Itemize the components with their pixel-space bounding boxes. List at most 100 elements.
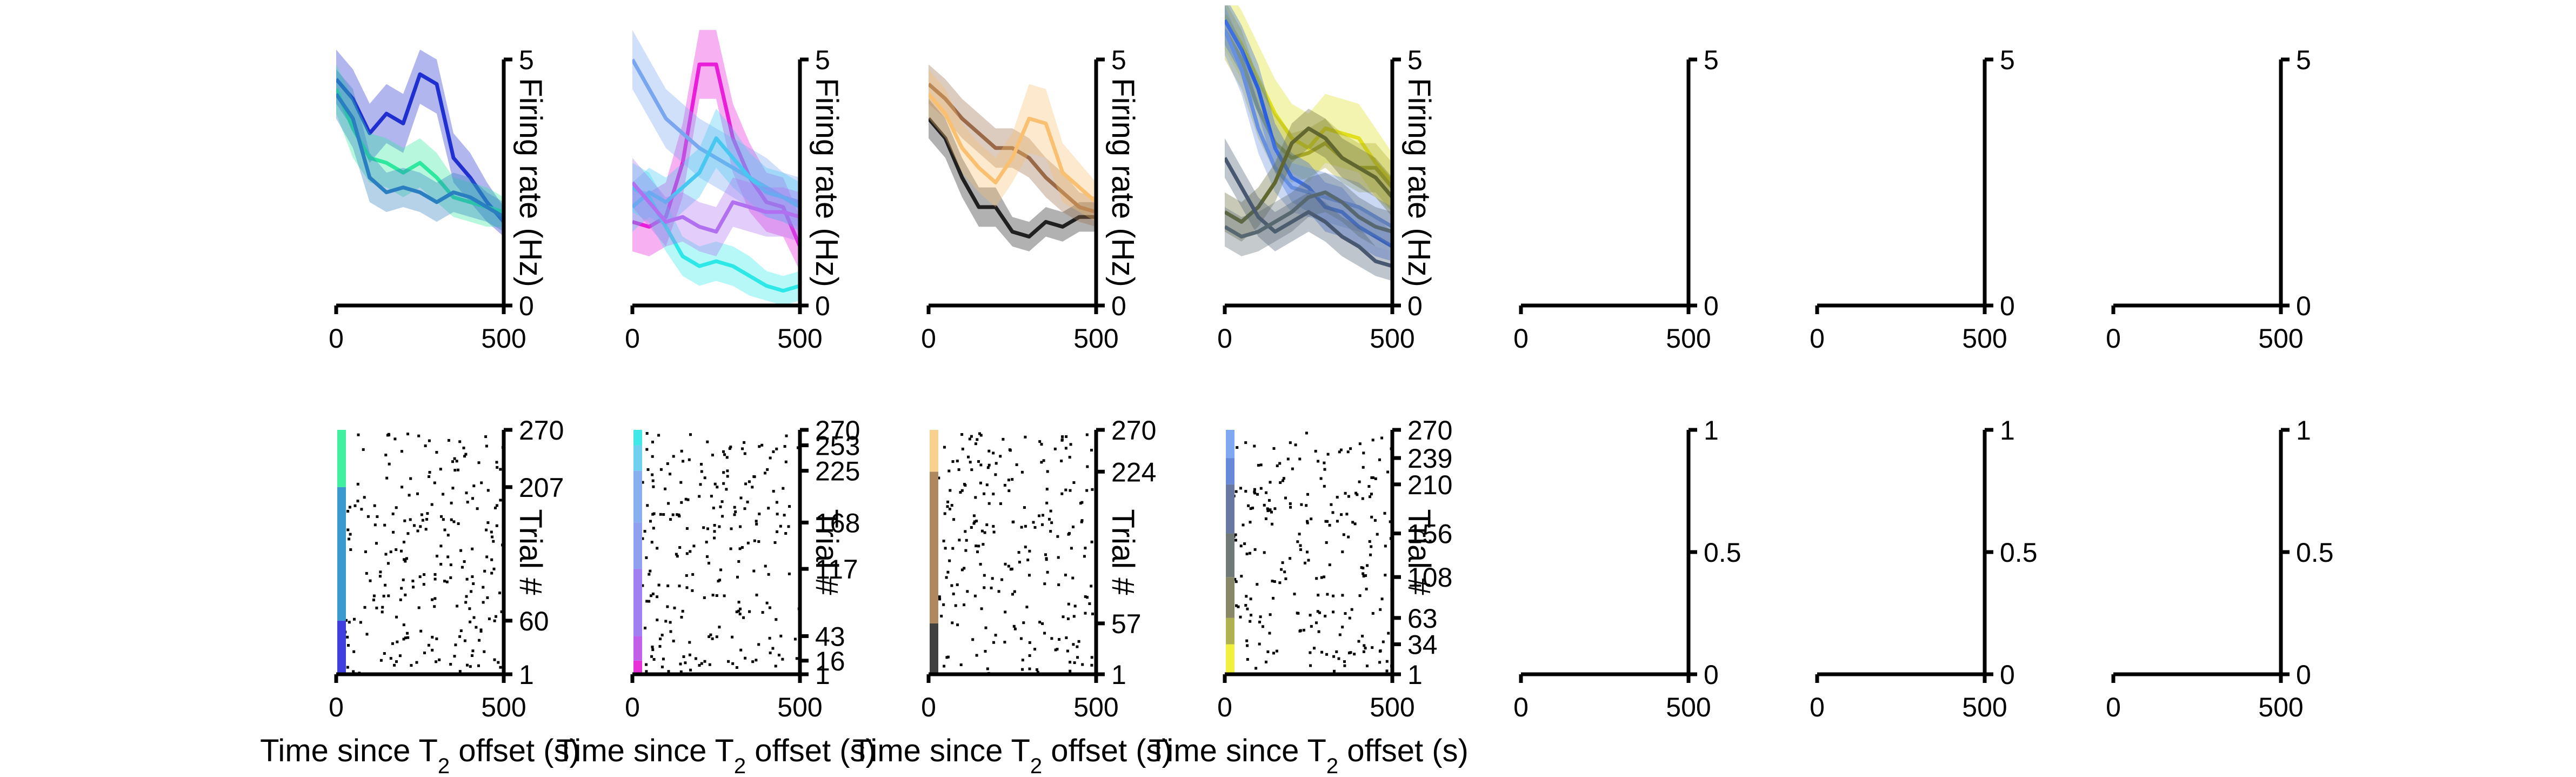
raster-spike bbox=[1362, 650, 1365, 653]
raster-spike bbox=[1280, 568, 1283, 571]
raster-spike bbox=[645, 670, 648, 673]
raster-spike bbox=[1064, 488, 1067, 492]
raster-spike bbox=[1349, 651, 1352, 654]
raster-spike bbox=[713, 482, 717, 486]
x-tick-label: 500 bbox=[1370, 692, 1414, 722]
raster-spike bbox=[378, 575, 382, 578]
raster-spike bbox=[1058, 638, 1061, 641]
raster-spike bbox=[737, 560, 740, 563]
y-tick-label: 1 bbox=[2000, 415, 2015, 446]
raster-spike bbox=[1057, 556, 1060, 559]
raster-spike bbox=[775, 501, 778, 504]
raster-spike bbox=[688, 458, 691, 461]
raster-spike bbox=[1320, 576, 1323, 579]
raster-spike bbox=[713, 536, 716, 540]
raster-spike bbox=[721, 515, 724, 518]
raster-spike bbox=[1300, 503, 1303, 506]
x-tick-label: 500 bbox=[777, 323, 822, 354]
raster-spike bbox=[973, 520, 976, 523]
series-line-2 bbox=[1225, 19, 1392, 248]
series-line-3 bbox=[632, 136, 800, 209]
raster-spike bbox=[984, 650, 987, 653]
raster-spike bbox=[1305, 504, 1308, 507]
raster-spike bbox=[1349, 447, 1352, 450]
raster-spike bbox=[795, 657, 798, 660]
raster-spike bbox=[445, 580, 449, 583]
raster-spike bbox=[1244, 441, 1247, 444]
raster-spike bbox=[757, 643, 760, 646]
raster-spike bbox=[346, 528, 350, 532]
raster-spike bbox=[730, 527, 733, 530]
raster-spike bbox=[1378, 650, 1382, 653]
x-tick-label: 500 bbox=[1962, 692, 2007, 722]
raster-spike bbox=[1331, 511, 1334, 514]
raster-spike bbox=[1325, 653, 1329, 656]
raster-spike bbox=[1258, 620, 1261, 623]
x-axis-label: Time since T2 offset (s) bbox=[1149, 733, 1469, 777]
raster-spike bbox=[945, 576, 948, 579]
raster-spike bbox=[788, 572, 791, 575]
raster-spike bbox=[975, 520, 978, 523]
raster-spike bbox=[1278, 581, 1282, 585]
raster-spike bbox=[1332, 655, 1336, 658]
raster-spike bbox=[958, 539, 961, 542]
raster-spike bbox=[959, 491, 962, 494]
series-band-1 bbox=[632, 163, 800, 306]
raster-spike bbox=[1336, 496, 1339, 499]
raster-spike bbox=[1268, 499, 1271, 502]
raster-spike bbox=[708, 663, 711, 666]
raster-spike bbox=[731, 662, 735, 665]
raster-spike bbox=[1361, 497, 1364, 500]
raster-spike bbox=[676, 555, 679, 558]
series-band-3 bbox=[632, 109, 800, 232]
raster-spike bbox=[684, 497, 688, 501]
raster-spike bbox=[649, 569, 652, 573]
raster-spike bbox=[1362, 567, 1365, 569]
y-tick-label: 1 bbox=[1704, 415, 1719, 446]
raster-spike bbox=[944, 547, 947, 550]
raster-spike bbox=[716, 486, 719, 489]
raster-spike bbox=[465, 492, 468, 495]
raster-spike bbox=[465, 595, 468, 598]
trial-group-bar-0 bbox=[337, 620, 346, 674]
raster-spike bbox=[1306, 493, 1309, 496]
raster-spike bbox=[435, 451, 438, 454]
raster-spike bbox=[1026, 559, 1030, 562]
raster-spike bbox=[393, 663, 396, 667]
raster-spike bbox=[486, 521, 490, 524]
y-tick-label: 16 bbox=[815, 646, 845, 676]
raster-spike bbox=[1244, 490, 1247, 493]
raster-spike bbox=[743, 507, 746, 510]
raster-spike bbox=[459, 629, 463, 632]
raster-spike bbox=[1299, 544, 1302, 547]
raster-spike bbox=[1007, 489, 1011, 493]
raster-spike bbox=[1246, 658, 1249, 661]
raster-spike bbox=[1013, 627, 1017, 630]
raster-spike bbox=[1335, 650, 1338, 653]
raster-spike bbox=[1043, 632, 1046, 635]
raster-spike bbox=[682, 655, 685, 658]
y-tick-label: 0 bbox=[1704, 291, 1719, 321]
raster-spike bbox=[1313, 647, 1316, 650]
raster-spike bbox=[402, 623, 405, 627]
raster-spike bbox=[1071, 576, 1075, 580]
raster-spike bbox=[728, 447, 731, 450]
raster-spike bbox=[1244, 604, 1247, 607]
raster-spike bbox=[1315, 577, 1318, 580]
raster-spike bbox=[943, 512, 946, 515]
raster-spike bbox=[951, 621, 954, 625]
y-tick-label: 0.5 bbox=[2296, 537, 2334, 568]
raster-spike bbox=[1371, 476, 1374, 479]
raster-spike bbox=[992, 451, 995, 455]
raster-spike bbox=[952, 592, 955, 595]
raster-spike bbox=[435, 637, 438, 640]
raster-spike bbox=[660, 666, 664, 668]
raster-spike bbox=[1362, 575, 1365, 577]
y-tick-label: 5 bbox=[519, 45, 534, 75]
raster-spike bbox=[1066, 649, 1069, 653]
raster-spike bbox=[1284, 577, 1287, 580]
raster-spike bbox=[1253, 492, 1257, 495]
raster-spike bbox=[1069, 489, 1072, 492]
